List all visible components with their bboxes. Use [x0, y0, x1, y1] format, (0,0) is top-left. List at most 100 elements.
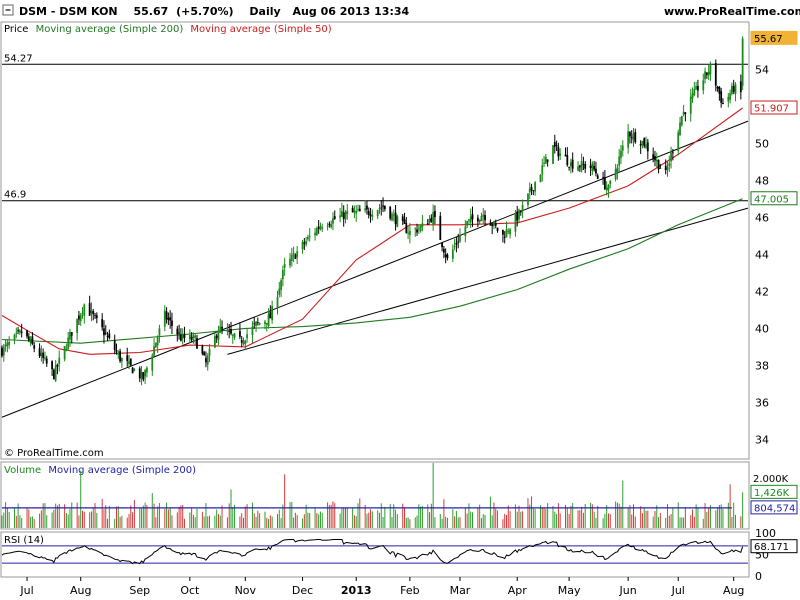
candle-body [480, 216, 483, 222]
candle-body [183, 334, 186, 338]
candle-body [201, 346, 204, 354]
candle-body [242, 341, 245, 344]
price-legend: Price [4, 24, 28, 35]
price-tick-label: 54 [755, 63, 769, 76]
candle-body [358, 208, 361, 212]
candle-body [154, 342, 157, 348]
candle-body [156, 337, 159, 346]
candle-body [339, 215, 342, 218]
candle-body [18, 330, 21, 333]
candle-body [720, 91, 723, 103]
svg-text:Volume Moving average (Sim: Volume Moving average (Simple 200) [4, 465, 196, 476]
candle-body [332, 218, 334, 224]
volume-ma-legend: Moving average (Simple 200) [48, 465, 196, 476]
candle-body [503, 237, 506, 238]
candle-body [13, 334, 16, 340]
candle-body [203, 352, 206, 356]
price-tick-label: 50 [755, 137, 769, 150]
volume_ma-badge-label: 804,574 [754, 503, 795, 514]
candle-body [689, 96, 692, 114]
candle-body [543, 162, 545, 164]
volume-panel [0, 461, 750, 530]
candle-body [595, 168, 597, 174]
candle-body [278, 288, 281, 295]
candle-body [621, 145, 624, 151]
candle-body [226, 330, 229, 332]
price-tick-label: 46 [755, 211, 769, 224]
axis-layer: 34363840424446485052542.000K05010055.675… [19, 30, 798, 597]
candle-body [38, 348, 41, 357]
svg-text:Price Moving average (Simp: Price Moving average (Simple 200) Moving… [4, 24, 332, 35]
candle-body [655, 159, 658, 162]
candle-body [315, 228, 318, 235]
price-series-layer: 54.27 46.9 [1, 36, 749, 418]
candle-body [697, 85, 699, 91]
candle-body [20, 331, 23, 333]
candle-body [659, 167, 662, 169]
candle-body [730, 85, 733, 94]
last-price: 55.67 [133, 5, 168, 18]
candle-body [421, 223, 424, 227]
candle-body [342, 212, 345, 220]
candle-body [221, 326, 223, 329]
candle-body [163, 310, 166, 327]
ma50-badge [750, 100, 798, 115]
candle-body [205, 358, 207, 363]
price-tick-label: 44 [755, 248, 769, 261]
candle-body [614, 169, 617, 180]
x-tick-label: Sep [129, 584, 150, 597]
candle-body [95, 315, 98, 319]
site-link[interactable]: www.ProRealTime.com [664, 5, 800, 18]
candle-body [27, 336, 30, 341]
candle-body [441, 242, 443, 248]
candle-body [704, 71, 706, 80]
candle-body [582, 164, 585, 166]
candle-body [333, 216, 336, 219]
candle-body [389, 206, 392, 219]
candle-body [17, 330, 20, 332]
datetime-label: Aug 06 2013 13:34 [293, 5, 410, 18]
candle-body [693, 88, 696, 96]
period-label: Daily [249, 5, 280, 18]
candle-body [509, 229, 511, 235]
candle-body [258, 322, 261, 325]
candle-body [668, 163, 671, 167]
candle-body [269, 311, 272, 319]
candle-body [1, 347, 3, 356]
candle-body [607, 184, 610, 191]
candle-body [8, 341, 11, 346]
candle-body [684, 112, 687, 114]
rsi-panel [0, 531, 750, 578]
volume-badge [750, 484, 798, 499]
candle-body [251, 326, 254, 336]
candle-body [391, 213, 393, 221]
candle-body [603, 177, 606, 190]
candle-body [654, 156, 656, 161]
candle-body [56, 364, 59, 367]
collapse-icon[interactable] [2, 4, 14, 16]
price-panel [0, 21, 750, 460]
candle-body [428, 218, 431, 223]
candle-body [432, 212, 435, 225]
candle-body [355, 211, 358, 214]
candle-body [2, 346, 5, 356]
candle-body [79, 314, 82, 322]
candle-body [639, 144, 642, 146]
candle-body [426, 223, 429, 225]
candle-body [158, 328, 161, 336]
candle-body [516, 211, 519, 221]
candle-body [115, 349, 118, 352]
price-tick-label: 34 [755, 433, 769, 446]
candle-body [468, 219, 470, 221]
candle-body [76, 318, 79, 334]
candle-body [117, 352, 120, 355]
candle-body [33, 345, 36, 349]
candle-body [239, 331, 241, 337]
candle-body [178, 332, 181, 334]
candle-body [280, 280, 282, 290]
candle-body [314, 232, 316, 236]
price-tick-label: 48 [755, 174, 769, 187]
candle-body [521, 205, 524, 212]
candle-body [45, 358, 48, 364]
